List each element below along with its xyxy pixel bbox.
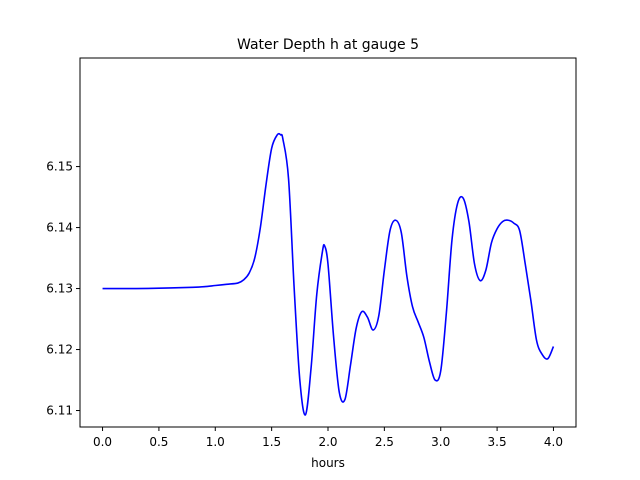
x-tick-label: 0.0 xyxy=(93,435,112,449)
x-axis: 0.0 0.5 1.0 1.5 2.0 2.5 3.0 3.5 4.0 xyxy=(93,427,563,449)
x-tick-label: 0.5 xyxy=(149,435,168,449)
plot-frame xyxy=(79,57,577,428)
series-line-0 xyxy=(102,132,555,416)
x-tick-label: 1.5 xyxy=(262,435,281,449)
y-tick-label: 6.12 xyxy=(46,343,73,357)
x-tick-label: 3.5 xyxy=(488,435,507,449)
chart-title: Water Depth h at gauge 5 xyxy=(237,37,419,53)
x-axis-label: hours xyxy=(311,456,345,470)
x-tick-label: 2.5 xyxy=(375,435,394,449)
x-tick-label: 3.0 xyxy=(431,435,450,449)
x-tick-label: 4.0 xyxy=(544,435,563,449)
y-tick-label: 6.15 xyxy=(46,160,73,174)
y-tick-label: 6.11 xyxy=(46,404,73,418)
y-tick-label: 6.13 xyxy=(46,282,73,296)
x-tick-label: 1.0 xyxy=(206,435,225,449)
x-tick-label: 2.0 xyxy=(318,435,337,449)
y-tick-label: 6.14 xyxy=(46,221,73,235)
plot-area xyxy=(102,132,555,416)
y-axis: 6.11 6.12 6.13 6.14 6.15 xyxy=(46,160,80,418)
